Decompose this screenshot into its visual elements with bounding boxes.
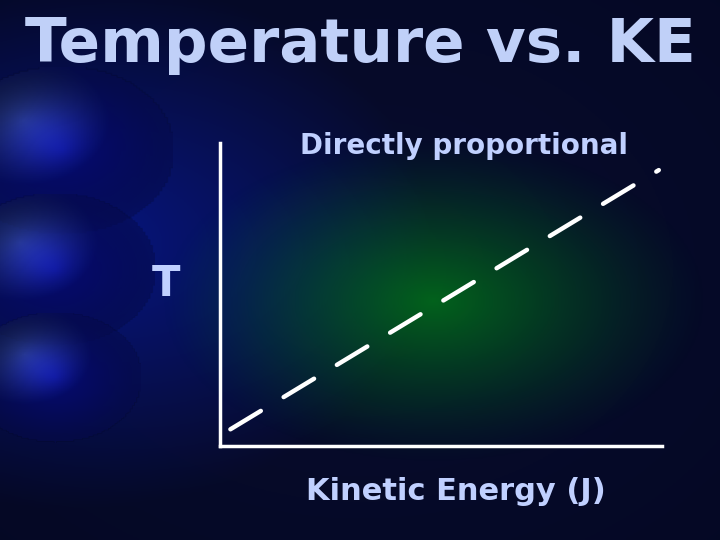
Text: Temperature vs. KE: Temperature vs. KE	[24, 16, 696, 75]
Text: T: T	[151, 262, 180, 305]
Text: Kinetic Energy (J): Kinetic Energy (J)	[305, 477, 606, 506]
Text: Directly proportional: Directly proportional	[300, 132, 629, 160]
